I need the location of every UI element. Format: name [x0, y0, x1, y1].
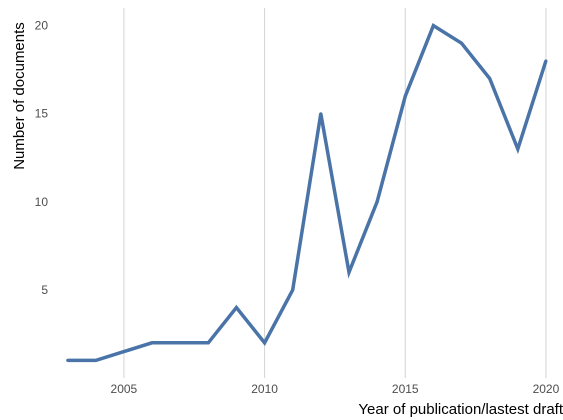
x-tick-label: 2005: [111, 382, 138, 396]
data-point-2005: [122, 350, 126, 354]
data-point-2012: [319, 112, 323, 116]
series-layer: [66, 23, 548, 363]
data-point-2003: [66, 358, 70, 362]
y-tick-label: 20: [35, 19, 49, 33]
data-point-2004: [94, 358, 98, 362]
data-point-2018: [488, 76, 492, 80]
y-tick-label: 15: [35, 107, 49, 121]
data-point-2009: [234, 306, 238, 310]
data-point-2019: [516, 147, 520, 151]
x-axis-title: Year of publication/lastest draft: [358, 401, 563, 418]
data-point-2013: [347, 270, 351, 274]
x-tick-label: 2010: [251, 382, 278, 396]
data-point-2011: [291, 288, 295, 292]
y-tick-label: 10: [35, 195, 49, 209]
y-tick-label: 5: [41, 283, 48, 297]
data-point-2016: [431, 24, 435, 28]
data-point-2010: [263, 341, 267, 345]
data-point-2020: [544, 59, 548, 63]
tick-labels: 2005 2010 2015 2020 5 10 15 20: [35, 19, 560, 396]
data-point-2015: [403, 94, 407, 98]
data-point-2008: [206, 341, 210, 345]
gridlines: [123, 8, 547, 378]
data-point-2014: [375, 200, 379, 204]
data-point-2007: [178, 341, 182, 345]
x-tick-label: 2020: [533, 382, 560, 396]
data-point-2017: [460, 41, 464, 45]
x-tick-label: 2015: [392, 382, 419, 396]
series-line: [67, 23, 548, 363]
y-axis-title: Number of documents: [11, 22, 28, 170]
data-point-2006: [150, 341, 154, 345]
